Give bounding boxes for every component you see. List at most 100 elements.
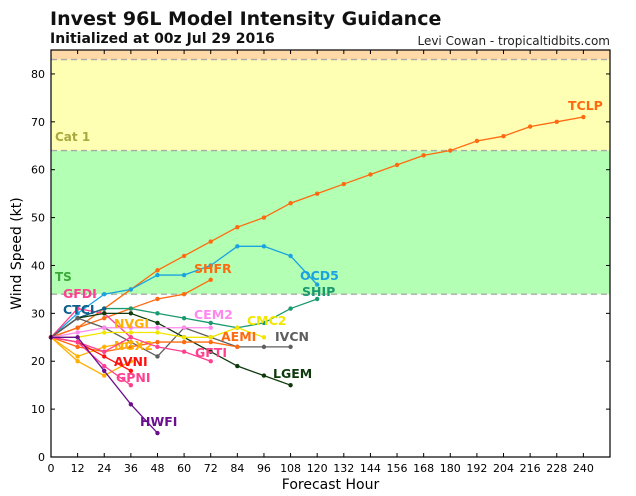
data-point <box>368 172 373 177</box>
x-tick-label: 60 <box>177 462 191 475</box>
data-point <box>155 354 160 359</box>
x-tick-label: 144 <box>360 462 381 475</box>
series-label: CEM2 <box>194 307 233 322</box>
data-point <box>102 330 107 335</box>
series-label: GPNI <box>116 370 151 385</box>
data-point <box>235 325 240 330</box>
data-point <box>75 330 80 335</box>
data-point <box>155 330 160 335</box>
data-point <box>394 162 400 168</box>
data-point <box>128 287 134 292</box>
data-point <box>288 306 293 311</box>
series-label: SHIP <box>302 284 335 299</box>
x-tick-label: 48 <box>150 462 164 475</box>
x-tick-label: 72 <box>204 462 218 475</box>
data-point <box>102 325 107 330</box>
data-point <box>75 339 80 345</box>
data-point <box>102 368 107 374</box>
data-point <box>128 382 134 388</box>
data-point <box>128 344 134 350</box>
series-line <box>50 307 132 338</box>
data-point <box>261 215 267 220</box>
data-point <box>102 373 107 378</box>
data-point <box>75 344 80 350</box>
x-tick-label: 240 <box>573 462 594 475</box>
x-tick-label: 228 <box>546 462 567 475</box>
data-point <box>261 373 267 378</box>
data-point <box>261 320 267 326</box>
series-nvgi: NVGI <box>48 316 149 359</box>
data-point <box>155 272 160 278</box>
data-point <box>448 148 453 153</box>
data-point <box>128 402 134 407</box>
y-tick-label: 50 <box>31 212 45 225</box>
data-point <box>261 344 267 350</box>
y-axis-label: Wind Speed (kt) <box>9 197 25 310</box>
data-point <box>235 363 240 369</box>
data-point <box>208 335 213 340</box>
data-point <box>208 263 213 268</box>
x-tick-label: 216 <box>520 462 541 475</box>
series-label: OCD5 <box>300 268 339 283</box>
data-point <box>288 344 293 350</box>
band-ts <box>51 150 610 295</box>
y-tick-label: 80 <box>31 68 45 81</box>
data-point <box>102 363 107 369</box>
y-tick-label: 20 <box>31 355 45 368</box>
data-point <box>341 181 347 187</box>
data-point <box>261 335 267 340</box>
x-tick-label: 84 <box>230 462 244 475</box>
series-label: SHFR <box>194 261 232 276</box>
series-label: CTCI <box>63 302 95 317</box>
data-point <box>208 359 213 364</box>
data-point <box>235 224 240 230</box>
band-cat-1 <box>51 59 610 151</box>
data-point <box>235 344 240 350</box>
series-label: CMC2 <box>247 313 286 328</box>
data-point <box>128 339 134 345</box>
data-point <box>181 325 187 330</box>
chart-credit: Levi Cowan - tropicaltidbits.com <box>417 34 610 48</box>
series-line <box>50 336 238 353</box>
data-point <box>102 306 107 311</box>
data-point <box>208 239 213 244</box>
data-point <box>288 382 293 388</box>
data-point <box>155 339 160 345</box>
x-tick-label: 36 <box>124 462 138 475</box>
data-point <box>208 320 213 326</box>
data-point <box>208 349 213 354</box>
data-point <box>208 339 213 345</box>
y-tick-label: 60 <box>31 164 45 177</box>
data-point <box>128 335 134 340</box>
data-point <box>75 354 80 359</box>
data-point <box>75 315 80 321</box>
x-tick-label: 132 <box>333 462 354 475</box>
data-point <box>75 335 80 340</box>
data-point <box>235 244 240 249</box>
data-point <box>155 268 160 273</box>
data-point <box>554 119 559 125</box>
x-tick-label: 96 <box>257 462 271 475</box>
data-point <box>208 277 213 283</box>
data-point <box>181 349 187 354</box>
data-point <box>75 311 80 316</box>
data-point <box>128 325 134 330</box>
data-point <box>181 339 187 345</box>
data-point <box>581 114 586 120</box>
series-label: AVNI <box>114 354 148 369</box>
band-upper <box>51 50 610 60</box>
data-point <box>181 315 187 321</box>
band-label: Cat 1 <box>55 130 90 144</box>
data-point <box>102 292 107 297</box>
y-tick-label: 0 <box>38 451 45 464</box>
data-point <box>474 138 480 144</box>
data-point <box>314 296 320 302</box>
plot-frame <box>50 49 611 458</box>
data-point <box>155 344 160 350</box>
data-point <box>128 306 134 311</box>
x-axis-label: Forecast Hour <box>282 477 380 493</box>
x-tick-label: 108 <box>280 462 301 475</box>
series-label: NVGI <box>114 316 149 331</box>
chart-title: Invest 96L Model Intensity Guidance <box>50 8 442 30</box>
